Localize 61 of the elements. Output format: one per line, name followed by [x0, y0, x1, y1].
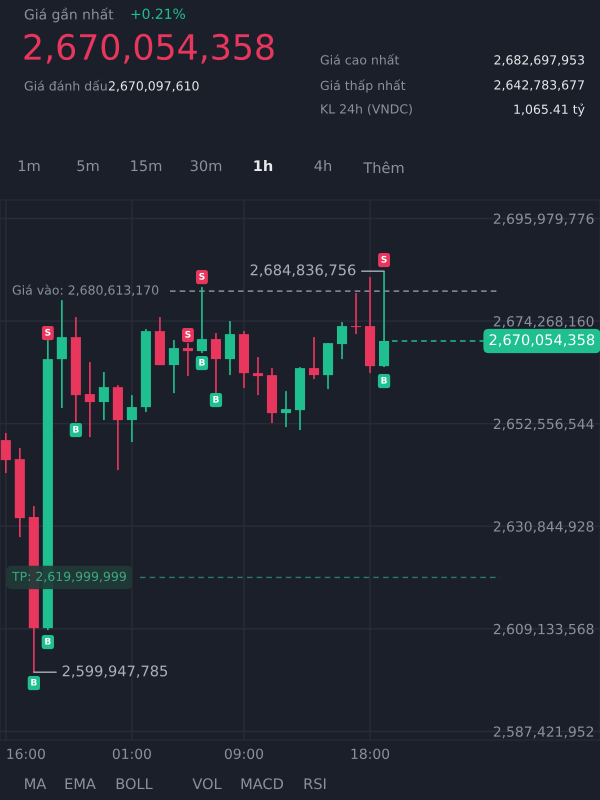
candlestick [280, 390, 292, 428]
candlestick [196, 286, 207, 354]
text: 15m [131, 160, 162, 172]
y-tick-label: 2,674,268,160 [494, 316, 594, 328]
annotation: S [185, 330, 191, 338]
x-tick-label: 01:00 [112, 748, 151, 760]
text: Giá gần nhất [24, 8, 114, 22]
candlestick [308, 336, 320, 380]
annotation: S [199, 272, 205, 280]
annotation: 2,599,947,785 [62, 665, 168, 678]
x-tick-label: 18:00 [352, 748, 390, 760]
text: 30m [190, 160, 222, 172]
annotation: S [45, 328, 50, 336]
text: Giá cao nhất [320, 54, 400, 65]
annotation: B [199, 358, 205, 366]
text: MACD [242, 778, 283, 790]
x-tick-label: 16:00 [7, 748, 45, 760]
text: 2,682,697,953 [494, 55, 584, 66]
candlestick [0, 432, 11, 474]
candlestick [350, 292, 362, 335]
candlestick [56, 299, 67, 409]
text: 1h [254, 160, 272, 172]
text: 2,670,097,610 [108, 81, 199, 92]
candlestick [126, 394, 137, 443]
text: VOL [192, 778, 222, 790]
text: RSI [304, 778, 326, 790]
candlestick [336, 321, 348, 360]
text: KL 24h (VNDC) [321, 104, 412, 116]
annotation: B [381, 376, 387, 384]
candlestick [98, 371, 109, 421]
text: 4h [314, 160, 332, 172]
text: 1,065.41 tỷ [514, 104, 585, 116]
y-tick-label: 2,652,556,544 [494, 418, 594, 431]
candlestick [168, 339, 179, 394]
text: Giá thấp nhất [320, 79, 406, 93]
text: MA [25, 778, 46, 790]
ref-line-label: TP: 2,619,999,999 [12, 572, 126, 582]
text: 1m [18, 160, 40, 172]
y-tick-label: 2,630,844,928 [494, 521, 594, 534]
text: 2,670,054,358 [24, 34, 274, 64]
y-tick-label: 2,695,979,776 [494, 213, 594, 226]
text: BOLL [116, 778, 153, 790]
text: Thêm [363, 161, 404, 174]
text: 2,642,783,677 [494, 80, 584, 91]
y-tick-label: 2,587,421,952 [494, 726, 594, 738]
text: +0.21% [131, 8, 185, 20]
annotation: B [45, 638, 51, 645]
candlestick [84, 361, 95, 438]
text: Giá đánh dấu [24, 80, 107, 91]
annotation: 2,684,836,756 [250, 264, 356, 277]
candlestick [252, 356, 264, 396]
annotation: S [381, 256, 387, 263]
x-tick-label: 09:00 [224, 748, 264, 760]
annotation: B [213, 396, 219, 403]
text: 5m [77, 160, 99, 172]
y-tick-label: 2,609,133,568 [494, 624, 594, 636]
ref-line-label: Giá vào: 2,680,613,170 [12, 284, 158, 296]
annotation: B [31, 678, 37, 686]
text: EMA [66, 778, 96, 790]
ref-line-label: 2,670,054,358 [490, 334, 594, 347]
annotation: B [73, 426, 79, 433]
